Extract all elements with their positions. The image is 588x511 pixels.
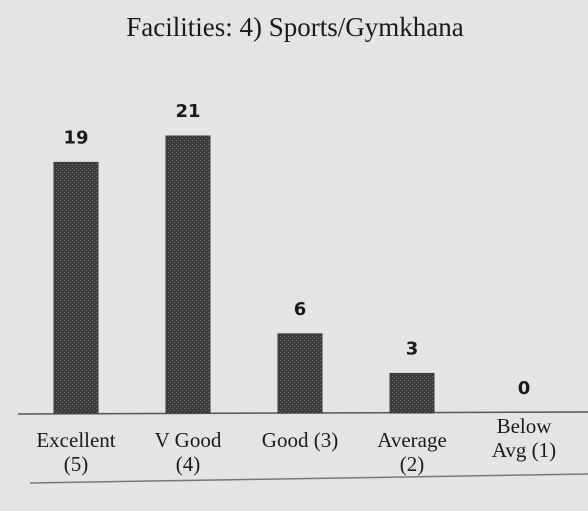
x-tick-label: (4) xyxy=(176,452,201,476)
value-label: 21 xyxy=(175,101,200,122)
value-label: 0 xyxy=(518,378,531,399)
bottom-rule xyxy=(29,473,588,484)
x-tick-label: Average xyxy=(377,428,447,452)
x-tick-label: (5) xyxy=(64,452,89,476)
bar xyxy=(389,372,435,414)
value-label: 6 xyxy=(294,299,307,320)
bar xyxy=(53,161,99,414)
chart-title: Facilities: 4) Sports/Gymkhana xyxy=(126,12,463,42)
x-tick-label: Good (3) xyxy=(262,428,338,452)
x-tick-label: Excellent xyxy=(36,428,115,452)
x-tick-label: Below xyxy=(497,414,553,438)
value-label: 3 xyxy=(406,338,419,359)
value-label: 19 xyxy=(63,127,88,148)
x-tick-label: Avg (1) xyxy=(492,438,556,462)
bar xyxy=(277,333,323,414)
bar xyxy=(165,135,211,414)
x-tick-label: V Good xyxy=(155,428,222,452)
x-tick-label: (2) xyxy=(400,452,425,476)
